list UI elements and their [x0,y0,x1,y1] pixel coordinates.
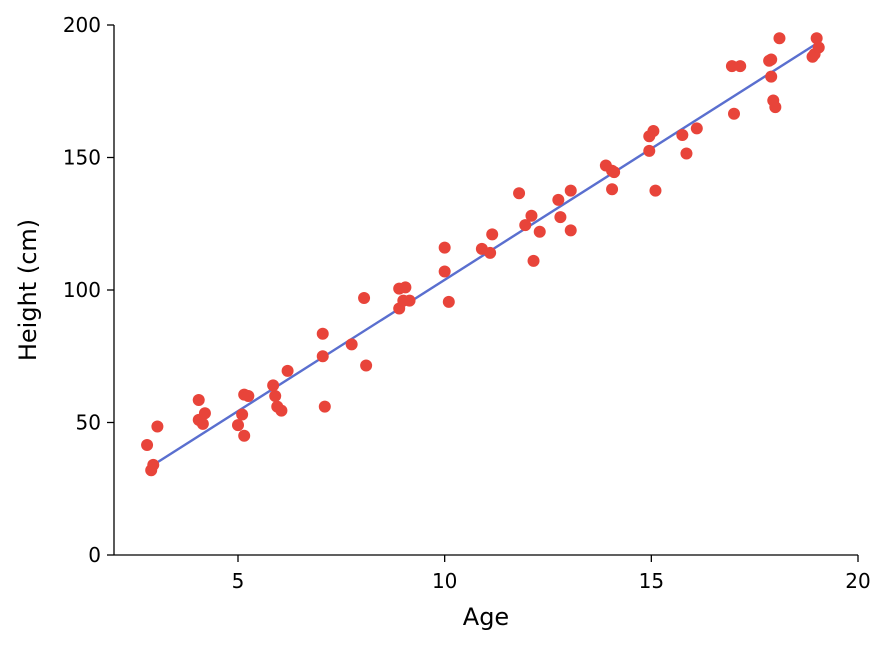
data-point [725,60,738,73]
data-point [533,225,546,238]
data-point [316,350,329,363]
y-tick-label: 0 [88,543,101,567]
data-point [734,60,747,73]
data-point [486,228,499,241]
data-point [680,147,693,160]
data-point [345,338,358,351]
data-point [318,400,331,413]
data-point [728,107,740,120]
data-point [147,458,160,471]
data-point [141,439,154,452]
data-point [554,211,567,224]
x-tick-label: 5 [232,569,245,593]
data-point [442,295,455,308]
y-tick-label: 150 [63,146,101,170]
data-point [281,364,294,377]
data-point [513,187,526,200]
data-point [773,32,786,45]
points-layer [141,32,825,477]
y-tick-label: 50 [76,411,101,435]
data-point [316,327,329,340]
y-axis-label: Height (cm) [14,219,42,361]
data-point [267,379,280,392]
data-point [438,241,451,254]
data-point [564,224,577,237]
data-point [192,393,205,406]
data-point [769,101,782,114]
data-point [812,41,825,54]
data-point [151,420,164,433]
data-point [403,294,416,307]
data-point [676,128,689,141]
data-point [275,404,288,417]
data-point [360,359,373,372]
data-point [552,193,565,206]
x-tick-label: 15 [639,569,664,593]
data-point [606,183,619,196]
data-point [269,390,282,402]
data-point [765,70,778,83]
data-point [198,407,211,420]
axes [113,25,858,556]
data-point [647,125,660,137]
data-point [810,32,823,45]
data-point [484,246,497,259]
data-point [399,281,412,294]
data-point [649,184,662,197]
data-point [438,265,451,278]
data-point [238,429,251,442]
x-tick-label: 10 [432,569,457,593]
trend-layer [150,43,816,468]
x-tick-label: 20 [845,569,870,593]
data-point [232,419,244,432]
data-point [525,209,538,222]
data-point [519,219,532,232]
data-point [196,417,209,430]
data-point [608,166,621,179]
data-point [564,184,577,197]
trend-line [150,43,816,468]
data-point [242,390,255,402]
data-point [358,291,371,304]
y-tick-label: 100 [63,278,101,302]
y-tick-label: 200 [63,13,101,37]
data-point [765,53,778,66]
data-point [236,408,249,421]
data-point [527,254,540,267]
x-axis-label: Age [463,603,509,631]
data-point [690,122,703,135]
data-point [643,144,656,157]
